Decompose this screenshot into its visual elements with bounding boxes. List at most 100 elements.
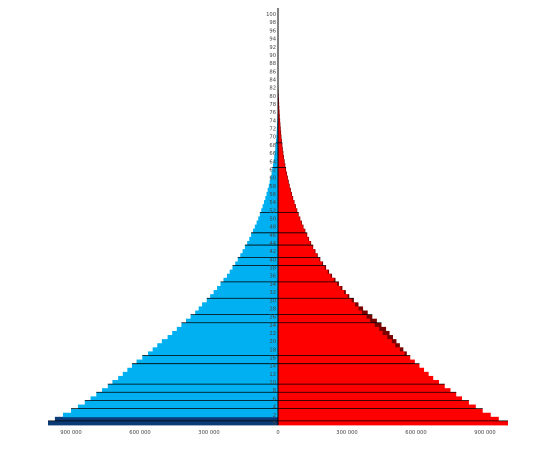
left-bar xyxy=(71,409,278,413)
right-bar xyxy=(278,282,337,286)
age-tick-label: 10 xyxy=(269,380,276,386)
right-bar xyxy=(278,159,284,163)
right-bar xyxy=(278,237,308,241)
age-tick-label: 48 xyxy=(269,225,276,231)
right-bar xyxy=(278,331,383,335)
left-bar xyxy=(118,376,278,380)
age-tick-label: 90 xyxy=(269,53,276,59)
left-bar xyxy=(48,421,278,425)
age-tick-label: 6 xyxy=(273,396,276,402)
right-bar xyxy=(278,327,379,331)
left-bar xyxy=(214,290,278,294)
left-bar xyxy=(153,347,278,351)
x-tick-label: 300 000 xyxy=(198,430,219,436)
left-bar xyxy=(181,323,278,327)
right-bar xyxy=(278,400,469,404)
age-tick-label: 84 xyxy=(269,77,276,83)
right-bar xyxy=(278,290,344,294)
right-bar xyxy=(278,376,433,380)
age-tick-label: 94 xyxy=(269,37,276,43)
left-bar xyxy=(63,413,278,417)
x-tick-label: 900 000 xyxy=(60,430,81,436)
age-tick-label: 86 xyxy=(269,69,276,75)
right-bar xyxy=(278,347,400,351)
right-bar xyxy=(278,372,429,376)
right-bar xyxy=(278,421,508,425)
age-tick-label: 18 xyxy=(269,347,276,353)
left-bar xyxy=(168,335,278,339)
right-bar xyxy=(278,225,303,229)
right-bar xyxy=(278,343,395,347)
age-tick-label: 98 xyxy=(269,20,276,26)
right-bar xyxy=(278,298,352,302)
age-tick-label: 96 xyxy=(269,28,276,34)
right-bar xyxy=(278,266,325,270)
right-bar xyxy=(278,409,483,413)
right-bar xyxy=(278,245,313,249)
right-bar xyxy=(278,323,375,327)
age-tick-label: 92 xyxy=(269,45,276,51)
left-bar xyxy=(132,364,278,368)
left-bar xyxy=(142,355,278,359)
left-bar xyxy=(177,327,278,331)
age-tick-label: 40 xyxy=(269,257,276,263)
right-bar xyxy=(278,413,491,417)
right-bar xyxy=(278,233,307,237)
age-tick-label: 78 xyxy=(269,102,276,108)
right-bar xyxy=(278,315,367,319)
age-tick-label: 70 xyxy=(269,135,276,141)
age-tick-label: 54 xyxy=(269,200,276,206)
age-tick-label: 50 xyxy=(269,217,276,223)
age-tick-label: 26 xyxy=(269,315,276,321)
age-tick-label: 20 xyxy=(269,339,276,345)
right-bar xyxy=(278,196,292,200)
age-tick-label: 52 xyxy=(269,208,276,214)
right-bar xyxy=(278,306,359,310)
age-tick-label: 8 xyxy=(273,388,276,394)
right-bar xyxy=(278,339,392,343)
x-tick-label: 300 000 xyxy=(336,430,357,436)
left-bar xyxy=(199,306,278,310)
age-tick-label: 80 xyxy=(269,94,276,100)
age-tick-label: 42 xyxy=(269,249,276,255)
left-bar xyxy=(207,298,278,302)
age-tick-label: 58 xyxy=(269,184,276,190)
right-bar xyxy=(278,200,294,204)
right-bar xyxy=(278,368,424,372)
age-tick-label: 2 xyxy=(273,413,276,419)
right-bar xyxy=(278,302,355,306)
right-bar xyxy=(278,143,282,147)
left-bar xyxy=(85,400,278,404)
right-bar xyxy=(278,167,285,171)
age-tick-label: 64 xyxy=(269,159,276,165)
right-bar xyxy=(278,364,419,368)
age-tick-label: 30 xyxy=(269,298,276,304)
left-bar xyxy=(96,392,278,396)
age-tick-label: 60 xyxy=(269,176,276,182)
age-tick-label: 74 xyxy=(269,118,276,124)
left-bar xyxy=(172,331,278,335)
right-bar xyxy=(278,155,283,159)
left-bar xyxy=(123,372,278,376)
x-tick-label: 900 000 xyxy=(474,430,495,436)
age-tick-label: 100 xyxy=(266,12,276,18)
age-tick-label: 38 xyxy=(269,266,276,272)
age-tick-label: 82 xyxy=(269,86,276,92)
right-bar xyxy=(278,335,387,339)
right-bar xyxy=(278,204,295,208)
left-bar xyxy=(127,368,278,372)
age-tick-label: 16 xyxy=(269,356,276,362)
right-bar xyxy=(278,257,319,261)
right-bar xyxy=(278,392,456,396)
age-tick-label: 56 xyxy=(269,192,276,198)
right-bar xyxy=(278,286,341,290)
right-bar xyxy=(278,270,328,274)
right-bar xyxy=(278,384,445,388)
right-bar xyxy=(278,212,298,216)
age-tick-label: 24 xyxy=(269,323,276,329)
right-bar xyxy=(278,216,300,220)
right-bar xyxy=(278,147,282,151)
